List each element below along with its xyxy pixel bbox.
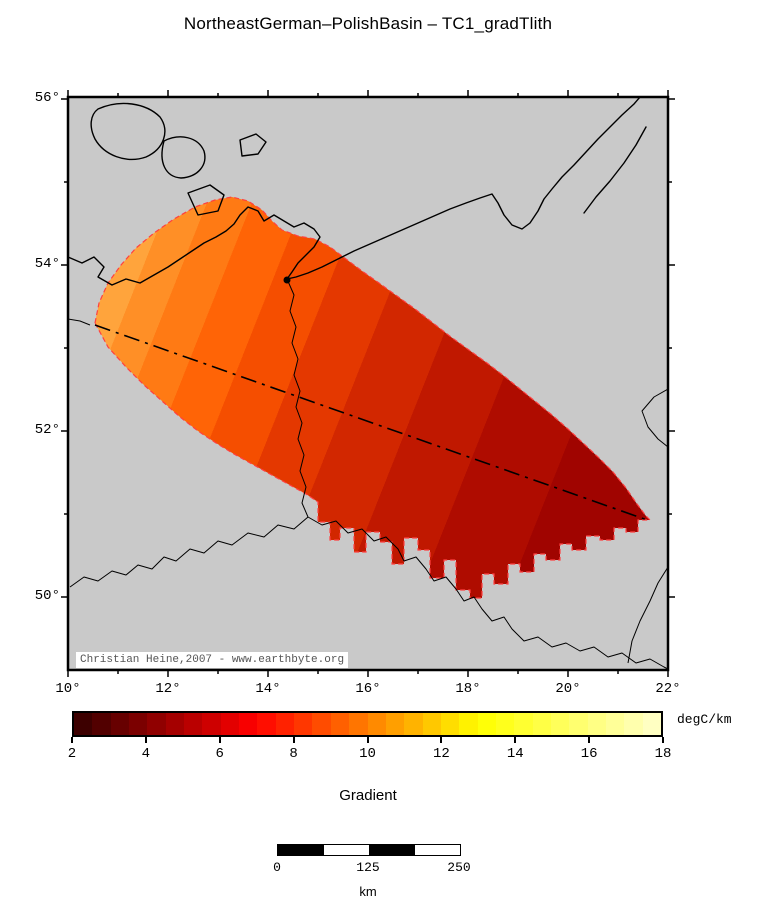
color-segment (605, 713, 625, 735)
color-segment (422, 713, 441, 735)
color-segment (569, 713, 588, 735)
color-segment (129, 713, 148, 735)
color-segment (367, 713, 386, 735)
colorbar-title: Gradient (339, 787, 397, 804)
lon-tick-label: 20° (555, 681, 581, 697)
color-segment (92, 713, 111, 735)
color-segment (414, 845, 460, 855)
colorbar-tick-label: 18 (654, 746, 672, 762)
color-segment (440, 713, 460, 735)
color-segment (532, 713, 551, 735)
colorbar-tick-label: 10 (359, 746, 376, 762)
color-segment (459, 713, 478, 735)
lon-tick-label: 14° (255, 681, 281, 697)
color-segment (257, 713, 276, 735)
lon-tick-label: 12° (155, 681, 181, 697)
color-segment (323, 845, 369, 855)
lon-tick-label: 16° (355, 681, 381, 697)
map-attribution: Christian Heine,2007 - www.earthbyte.org (76, 652, 349, 668)
map-scale-bar (277, 844, 461, 856)
color-segment (404, 713, 423, 735)
color-segment (349, 713, 368, 735)
colorbar-tick-mark (292, 737, 295, 743)
basin-outline-dashed (94, 196, 652, 599)
color-segment (294, 713, 313, 735)
color-segment (165, 713, 185, 735)
colorbar-tick-label: 14 (506, 746, 524, 762)
colorbar-unit-label: degC/km (677, 712, 732, 727)
color-segment (550, 713, 570, 735)
lat-tick-label: 56° (34, 90, 60, 106)
color-segment (514, 713, 533, 735)
scale-bar-tick-label: 125 (356, 860, 380, 875)
color-segment (477, 713, 496, 735)
lat-tick-label: 50° (34, 588, 60, 604)
scale-bar-labels: 0 125 250 (273, 860, 471, 878)
color-segment (220, 713, 240, 735)
color-segment (275, 713, 295, 735)
island-outline (239, 133, 267, 157)
longitude-axis-labels: 10° 12° 14° 16° 18° 20° 22° (55, 681, 680, 701)
scale-bar-unit-label: km (359, 884, 377, 899)
color-segment (330, 713, 350, 735)
frame-tick-marks (61, 90, 675, 677)
country-borders (68, 278, 668, 670)
color-segment (369, 845, 415, 855)
colorbar-tick-mark (218, 737, 221, 743)
lon-tick-label: 10° (55, 681, 81, 697)
island-outline (187, 184, 225, 216)
colorbar (72, 711, 663, 737)
colorbar-tick-mark (71, 737, 73, 743)
color-segment (642, 713, 661, 735)
color-segment (184, 713, 203, 735)
color-segment (239, 713, 258, 735)
cross-section-line (94, 324, 651, 522)
scale-bar-tick-label: 0 (273, 860, 281, 875)
color-segment (278, 845, 324, 855)
scale-bar-tick-label: 250 (447, 860, 471, 875)
colorbar-tick-mark (440, 737, 443, 743)
colorbar-tick-label: 4 (141, 746, 151, 762)
colorbar-tick-mark (144, 737, 147, 743)
latitude-axis-labels: 56° 54° 52° 50° (0, 90, 60, 670)
color-segment (202, 713, 221, 735)
color-segment (312, 713, 331, 735)
colorbar-tick-mark (514, 737, 517, 743)
lon-tick-label: 22° (655, 681, 681, 697)
lon-tick-label: 18° (455, 681, 481, 697)
colorbar-tick-label: 8 (289, 746, 298, 762)
color-segment (495, 713, 515, 735)
color-segment (110, 713, 130, 735)
color-segment (587, 713, 606, 735)
colorbar-tick-mark (662, 737, 664, 743)
island-outline (90, 102, 166, 161)
island-outline (161, 136, 206, 179)
color-segment (147, 713, 166, 735)
colorbar-tick-mark (588, 737, 591, 743)
basin-fill-region (95, 197, 650, 598)
color-segment (74, 713, 93, 735)
colorbar-tick-label: 6 (215, 746, 224, 762)
lat-tick-label: 52° (34, 422, 60, 438)
colorbar-tick-row: 2 4 6 8 10 12 14 16 18 (68, 737, 671, 773)
colorbar-tick-mark (366, 737, 369, 743)
color-segment (385, 713, 405, 735)
map-canvas (61, 90, 675, 677)
figure-title: NortheastGerman–PolishBasin – TC1_gradTl… (183, 14, 553, 33)
color-segment (624, 713, 643, 735)
colorbar-tick-label: 12 (432, 746, 450, 762)
point-marker (283, 276, 291, 284)
colorbar-tick-label: 2 (67, 746, 77, 762)
colorbar-tick-label: 16 (580, 746, 598, 762)
lat-tick-label: 54° (34, 256, 60, 272)
